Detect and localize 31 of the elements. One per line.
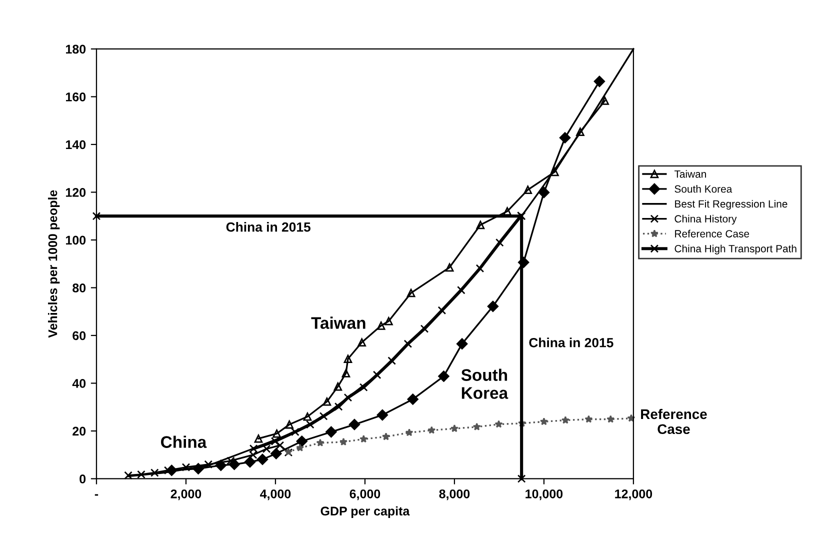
y-tick-label: 100 [66, 236, 86, 245]
y-tick-label: 20 [72, 426, 86, 436]
y-tick-label: 140 [66, 140, 86, 150]
legend-label: China High Transport Path [674, 244, 796, 254]
legend-label: Reference Case [675, 230, 750, 238]
legend-label: China History [674, 214, 737, 225]
legend-label: Taiwan [674, 170, 706, 178]
x-axis-title: GDP per capita [320, 506, 410, 518]
annotation: South Korea [461, 368, 508, 399]
y-tick-label: 160 [66, 92, 86, 102]
x-tick-label: - [94, 494, 98, 496]
y-tick-label: 80 [72, 284, 86, 292]
x-tick-label: 10,000 [526, 489, 563, 500]
x-tick-label: 8,000 [439, 489, 470, 500]
y-axis-title: Vehicles per 1000 people [48, 190, 60, 338]
y-tick-label: 120 [66, 188, 86, 197]
y-tick-label: 60 [72, 331, 86, 340]
y-tick-label: 180 [66, 44, 86, 54]
annotation: China [161, 436, 207, 448]
annotation: China in 2015 [226, 222, 310, 232]
y-tick-label: 0 [80, 474, 86, 484]
text: Reference Case [641, 408, 707, 434]
legend-label: South Korea [674, 185, 732, 193]
y-tick-label: 40 [72, 379, 86, 388]
annotation: Taiwan [311, 316, 366, 329]
x-tick-label: 6,000 [350, 489, 380, 500]
x-tick-label: 2,000 [170, 489, 202, 500]
legend-label: Best Fit Regression Line [675, 200, 788, 210]
x-tick-label: 12,000 [615, 489, 652, 500]
x-tick-label: 4,000 [260, 489, 291, 500]
annotation: China in 2015 [529, 338, 614, 348]
